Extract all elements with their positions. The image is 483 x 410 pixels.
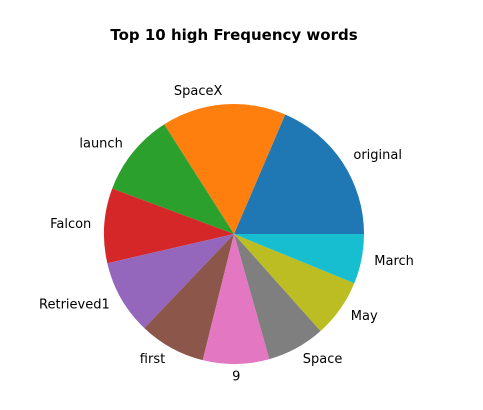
pie-slice-march [234, 234, 364, 284]
pie-slice-spacex [164, 104, 286, 235]
pie-slice-original [234, 114, 364, 234]
pie-label-first: first [140, 352, 165, 367]
pie-slice-launch [112, 124, 234, 234]
pie-slice-retrieved1 [107, 234, 234, 329]
pie-slices [104, 104, 364, 364]
pie-label-9: 9 [232, 369, 240, 384]
pie-label-falcon: Falcon [50, 217, 91, 232]
pie-label-march: March [374, 254, 414, 269]
pie-label-launch: launch [79, 137, 122, 152]
pie-slice-space [234, 234, 321, 360]
chart-title: Top 10 high Frequency words [110, 26, 357, 44]
pie-slice-falcon [104, 188, 235, 264]
pie-slice-9 [202, 234, 270, 364]
pie-label-original: original [353, 148, 402, 163]
pie-slice-first [144, 234, 234, 361]
pie-label-retrieved1: Retrieved1 [39, 297, 110, 312]
pie-label-space: Space [303, 352, 343, 367]
pie-label-may: May [351, 309, 378, 324]
pie-slice-may [234, 234, 355, 331]
pie-label-spacex: SpaceX [174, 84, 223, 99]
pie-labels: original SpaceX launch Falcon Retrieved1 firs… [39, 84, 414, 385]
